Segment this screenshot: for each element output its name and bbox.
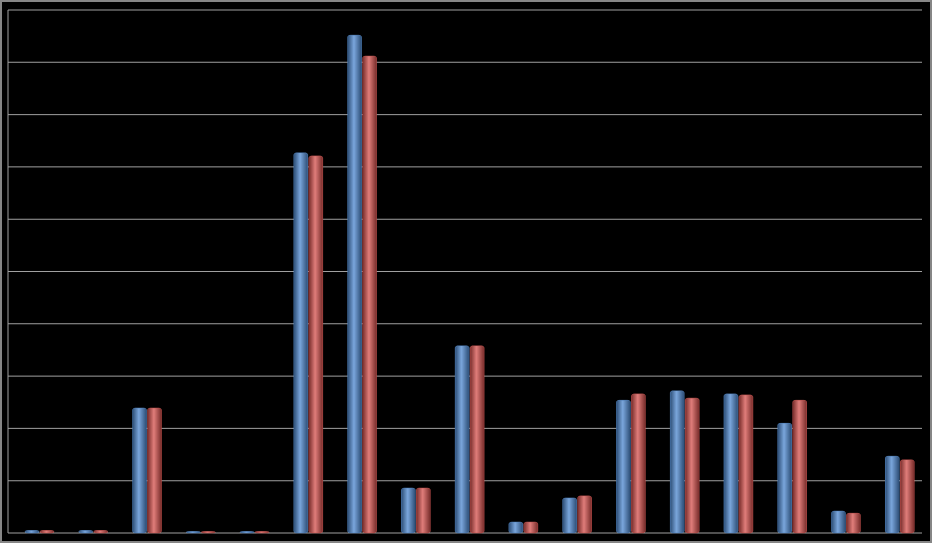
bar: [562, 497, 577, 534]
bar: [899, 459, 915, 534]
bar: [78, 530, 94, 534]
bar: [508, 521, 524, 534]
bar: [308, 155, 324, 534]
bar: [523, 521, 539, 534]
bar: [293, 152, 309, 534]
bar: [201, 531, 216, 534]
bar: [24, 530, 40, 534]
bar: [147, 407, 162, 534]
bar: [401, 487, 416, 534]
bar: [792, 399, 807, 534]
bar: [777, 422, 792, 534]
bar: [132, 407, 147, 534]
bar: [577, 495, 592, 534]
bar: [469, 345, 485, 534]
bar: [669, 390, 685, 534]
bar: [884, 455, 900, 534]
bar: [454, 345, 470, 534]
bar: [416, 487, 431, 534]
bar: [831, 510, 846, 534]
bar: [93, 530, 109, 534]
bar: [846, 512, 861, 534]
bar: [723, 393, 739, 534]
bar: [239, 531, 255, 534]
bar: [39, 530, 55, 534]
bar: [254, 531, 270, 534]
bar: [631, 393, 646, 534]
bar: [186, 531, 201, 534]
bar: [347, 34, 362, 534]
bar: [738, 394, 754, 534]
bar: [684, 397, 700, 534]
bar: [616, 399, 631, 534]
bar: [362, 55, 377, 534]
